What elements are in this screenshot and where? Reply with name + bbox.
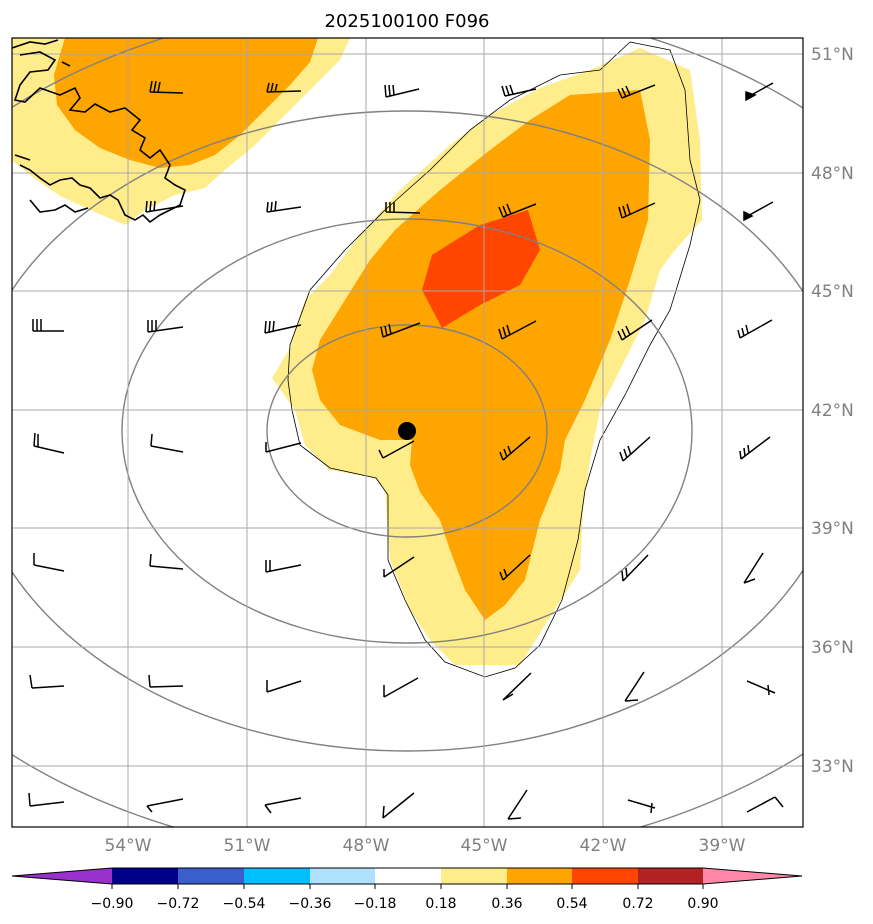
colorbar-label: 0.72: [622, 896, 653, 912]
lat-label: 33°N: [811, 757, 854, 777]
map-area: [12, 38, 803, 827]
colorbar-segment: [310, 868, 375, 884]
colorbar-segment: [12, 868, 112, 884]
shaded-region-high: [422, 210, 540, 328]
latitude-labels: 51°N 48°N 45°N 42°N 39°N 36°N 33°N: [811, 45, 854, 777]
shaded-region-medium-nw: [54, 38, 318, 168]
colorbar-label: 0.90: [687, 896, 718, 912]
colorbar-label: 0.54: [556, 896, 587, 912]
lon-label: 42°W: [580, 836, 627, 856]
colorbar-label: −0.90: [91, 896, 134, 912]
lat-label: 39°N: [811, 519, 854, 539]
colorbar-segment: [507, 868, 572, 884]
lat-label: 51°N: [811, 45, 854, 65]
colorbar-segment: [638, 868, 703, 884]
lat-label: 36°N: [811, 638, 854, 658]
lon-label: 48°W: [343, 836, 390, 856]
lat-label: 48°N: [811, 164, 854, 184]
map-title: 2025100100 F096: [325, 11, 490, 32]
colorbar-segment: [178, 868, 244, 884]
colorbar-segment: [441, 868, 507, 884]
colorbar-label: −0.18: [354, 896, 397, 912]
wind-barbs: [28, 80, 784, 820]
longitude-labels: 54°W 51°W 48°W 45°W 42°W 39°W: [105, 836, 746, 856]
colorbar-label: −0.36: [289, 896, 332, 912]
lat-label: 42°N: [811, 401, 854, 421]
lon-label: 54°W: [105, 836, 152, 856]
colorbar-segment: [112, 868, 178, 884]
colorbar-segment: [572, 868, 638, 884]
shaded-region-medium: [312, 90, 650, 620]
lon-label: 51°W: [224, 836, 271, 856]
colorbar-segment: [244, 868, 310, 884]
storm-center-marker: [398, 422, 416, 440]
coastline: [12, 39, 186, 224]
graticule: [12, 38, 803, 827]
colorbar-label: −0.54: [223, 896, 266, 912]
lon-label: 39°W: [699, 836, 746, 856]
colorbar-label: 0.18: [425, 896, 456, 912]
distance-rings: [12, 38, 803, 827]
map-frame: [11, 37, 804, 828]
colorbar-segment: [375, 868, 441, 884]
contour-thin: [287, 41, 701, 678]
colorbar: −0.90 −0.72 −0.54 −0.36 −0.18 0.18 0.36 …: [11, 867, 803, 912]
lat-label: 45°N: [811, 282, 854, 302]
colorbar-label: −0.72: [157, 896, 200, 912]
lon-label: 45°W: [461, 836, 508, 856]
colorbar-segment: [703, 868, 802, 884]
colorbar-label: 0.36: [491, 896, 522, 912]
